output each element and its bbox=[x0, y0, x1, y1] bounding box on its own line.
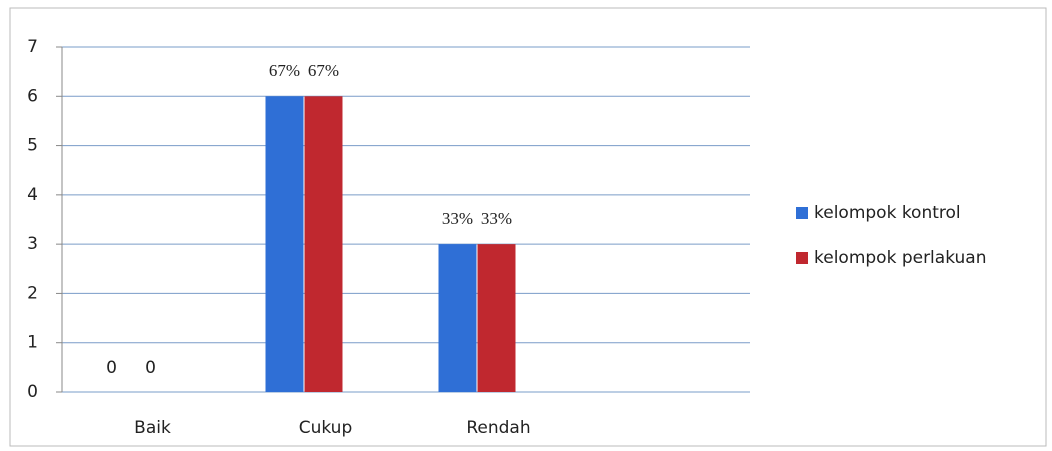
value-label: 33% bbox=[442, 209, 473, 228]
x-tick-label: Cukup bbox=[299, 418, 353, 438]
y-tick-label: 2 bbox=[27, 283, 38, 303]
value-label: 67% bbox=[308, 61, 339, 80]
y-tick-label: 1 bbox=[27, 333, 38, 353]
value-label: 0 bbox=[145, 358, 156, 378]
legend-label: kelompok kontrol bbox=[814, 203, 961, 223]
chart-border bbox=[9, 7, 1047, 447]
bar bbox=[265, 96, 304, 393]
value-label: 67% bbox=[269, 61, 300, 80]
y-tick-label: 6 bbox=[27, 86, 38, 106]
bar bbox=[304, 96, 343, 393]
y-tick-label: 7 bbox=[27, 37, 38, 57]
y-tick-label: 0 bbox=[27, 382, 38, 402]
legend-label: kelompok perlakuan bbox=[814, 248, 987, 268]
legend-swatch bbox=[796, 207, 808, 219]
value-label: 0 bbox=[106, 358, 117, 378]
x-tick-label: Baik bbox=[134, 418, 171, 438]
x-tick-label: Rendah bbox=[466, 418, 530, 438]
value-label: 33% bbox=[481, 209, 512, 228]
y-tick-label: 5 bbox=[27, 136, 38, 156]
legend-swatch bbox=[796, 252, 808, 264]
bar bbox=[477, 244, 516, 392]
y-tick-label: 3 bbox=[27, 234, 38, 254]
y-tick-label: 4 bbox=[27, 185, 38, 205]
bar bbox=[438, 244, 477, 392]
